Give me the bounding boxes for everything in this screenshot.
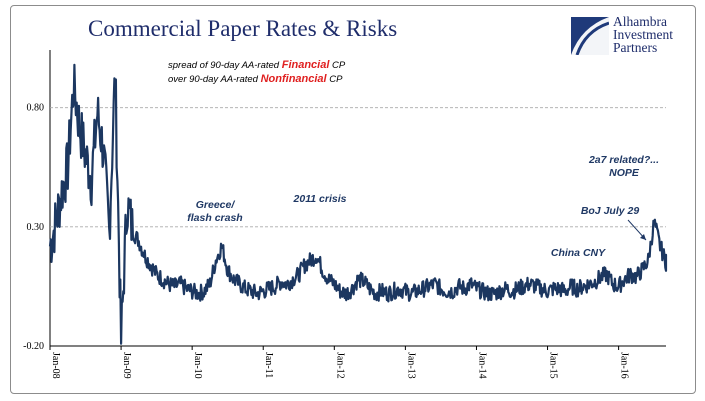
- annotation-label: flash crash: [187, 212, 242, 224]
- logo-text: Alhambra Investment Partners: [613, 14, 673, 55]
- annotation-label: 2011 crisis: [293, 193, 347, 205]
- series-line: [48, 63, 668, 345]
- x-tick-label: Jan-11: [263, 352, 274, 378]
- x-tick-label: Jan-13: [405, 352, 416, 379]
- annotation-label: China CNY: [551, 247, 606, 259]
- annotation-label: BoJ July 29: [581, 205, 640, 217]
- y-tick-label: 0.30: [27, 222, 45, 233]
- annotation-label: 2a7 related?...: [588, 154, 659, 166]
- x-tick-label: Jan-14: [476, 352, 487, 379]
- logo-line-3: Partners: [613, 40, 658, 55]
- x-tick-label: Jan-09: [121, 352, 132, 379]
- logo-line-1: Alhambra: [613, 14, 667, 29]
- annotation-label: Greece/: [196, 199, 236, 211]
- annotation-arrowhead: [640, 234, 646, 240]
- logo-line-2: Investment: [613, 27, 673, 42]
- legend-text: over 90-day AA-rated Nonfinancial CP: [168, 73, 343, 85]
- x-tick-label: Jan-10: [192, 352, 203, 379]
- chart-title: Commercial Paper Rates & Risks: [88, 16, 398, 41]
- x-tick-label: Jan-12: [334, 352, 345, 379]
- chart-frame: [10, 5, 696, 394]
- annotation-label: NOPE: [609, 167, 640, 179]
- x-tick-label: Jan-15: [548, 352, 559, 379]
- x-tick-label: Jan-16: [619, 352, 630, 379]
- y-tick-label: -0.20: [23, 341, 44, 352]
- legend-text: spread of 90-day AA-rated Financial CP: [168, 59, 346, 71]
- alhambra-logo-icon: [571, 17, 609, 55]
- x-tick-label: Jan-08: [50, 352, 61, 379]
- y-tick-label: 0.80: [27, 103, 45, 114]
